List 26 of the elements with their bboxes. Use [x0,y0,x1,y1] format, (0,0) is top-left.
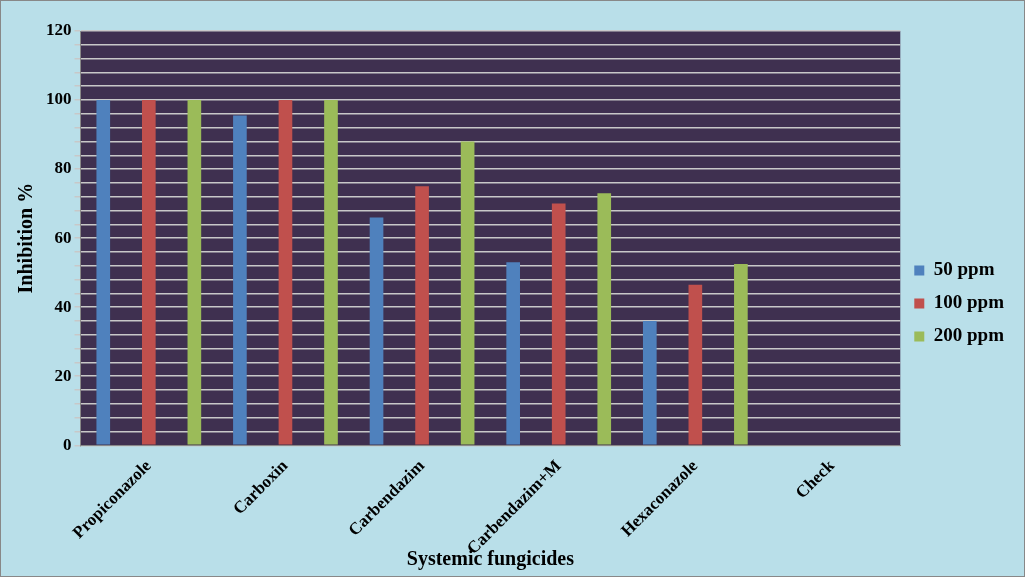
y-tick-label: 120 [46,20,72,40]
bar [688,284,703,445]
bar [597,193,612,445]
bar [233,115,247,445]
bar [642,320,657,445]
y-tick-label: 40 [54,296,72,316]
legend-label: 50 ppm [933,258,995,280]
bar [141,100,156,445]
legend-label: 100 ppm [933,291,1005,313]
y-tick-label: 60 [54,227,72,247]
bar [734,264,748,445]
bar [415,186,429,445]
bar [551,203,566,445]
bar [278,100,293,445]
y-tick-label: 0 [63,434,72,454]
bar [369,217,384,445]
bar [187,100,202,445]
bar [324,100,338,445]
y-tick-label: 100 [46,89,72,109]
y-tick-label: 20 [54,365,72,385]
bar [460,141,475,445]
y-axis-title: Inhibition % [14,182,37,294]
bar [506,262,520,445]
bar [96,100,111,445]
y-tick-label: 80 [54,158,72,178]
legend-label: 200 ppm [933,324,1005,346]
